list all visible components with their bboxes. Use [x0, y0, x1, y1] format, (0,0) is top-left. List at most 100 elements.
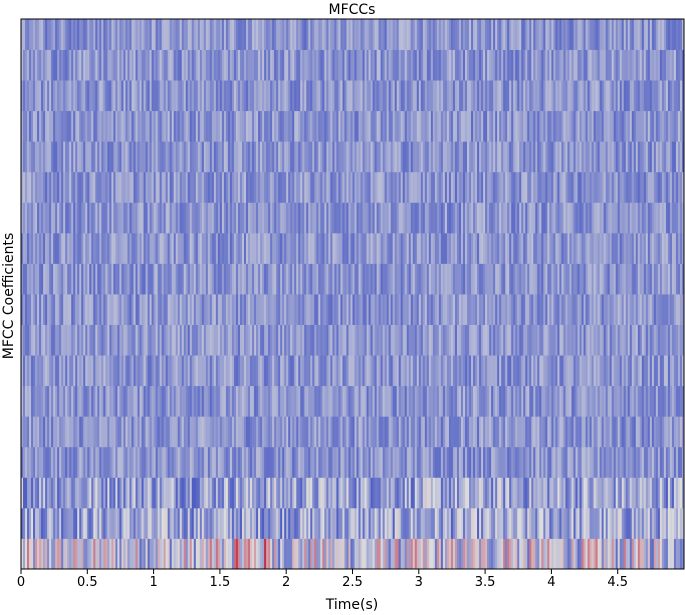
- heatmap-cell: [511, 507, 514, 539]
- heatmap-cell: [49, 446, 52, 478]
- heatmap-cell: [581, 141, 584, 173]
- heatmap-cell: [587, 355, 590, 387]
- heatmap-cell: [587, 477, 590, 509]
- heatmap-cell: [667, 263, 671, 295]
- heatmap-cell: [334, 324, 337, 356]
- heatmap-cell: [501, 110, 504, 142]
- heatmap-cell: [473, 141, 476, 173]
- heatmap-cell: [539, 446, 542, 478]
- heatmap-cell: [167, 324, 171, 356]
- heatmap-cell: [362, 538, 365, 570]
- heatmap-cell: [149, 507, 152, 539]
- heatmap-cell: [179, 538, 183, 570]
- heatmap-cell: [139, 294, 142, 325]
- heatmap-cell: [205, 171, 209, 203]
- heatmap-cell: [79, 80, 82, 112]
- heatmap-cell: [300, 232, 303, 264]
- heatmap-cell: [141, 324, 144, 356]
- heatmap-cell: [607, 538, 611, 570]
- heatmap-cell: [209, 141, 213, 173]
- heatmap-cell: [338, 324, 341, 356]
- heatmap-cell: [673, 416, 677, 448]
- heatmap-cell: [191, 171, 195, 203]
- heatmap-cell: [119, 324, 122, 356]
- heatmap-cell: [264, 294, 267, 325]
- heatmap-cell: [511, 477, 514, 509]
- heatmap-cell: [631, 477, 635, 509]
- heatmap-cell: [294, 232, 297, 264]
- heatmap-cell: [637, 507, 641, 539]
- heatmap-cell: [284, 110, 287, 142]
- heatmap-cell: [553, 507, 556, 539]
- heatmap-cell: [189, 232, 193, 264]
- heatmap-cell: [368, 538, 371, 570]
- heatmap-cell: [370, 385, 373, 417]
- heatmap-cell: [225, 416, 229, 448]
- heatmap-cell: [465, 232, 468, 264]
- heatmap-cell: [77, 355, 80, 387]
- heatmap-cell: [103, 171, 106, 203]
- heatmap-cell: [262, 507, 265, 539]
- heatmap-cell: [428, 294, 432, 325]
- heatmap-cell: [414, 110, 418, 142]
- heatmap-cell: [657, 141, 661, 173]
- heatmap-cell: [322, 232, 325, 264]
- heatmap-cell: [326, 507, 329, 539]
- heatmap-cell: [631, 202, 635, 234]
- heatmap-cell: [487, 385, 490, 417]
- heatmap-cell: [529, 446, 532, 478]
- heatmap-cell: [197, 416, 201, 448]
- heatmap-cell: [65, 202, 68, 234]
- heatmap-cell: [71, 80, 74, 112]
- heatmap-cell: [505, 507, 508, 539]
- heatmap-cell: [471, 477, 474, 509]
- heatmap-cell: [117, 202, 120, 234]
- heatmap-cell: [609, 538, 613, 570]
- heatmap-cell: [322, 110, 325, 142]
- heatmap-cell: [384, 263, 388, 295]
- heatmap-cell: [298, 202, 301, 234]
- heatmap-cell: [412, 232, 416, 264]
- heatmap-cell: [577, 141, 580, 173]
- heatmap-cell: [179, 294, 183, 325]
- heatmap-cell: [27, 538, 30, 570]
- heatmap-cell: [497, 110, 500, 142]
- heatmap-cell: [272, 446, 275, 478]
- heatmap-cell: [653, 507, 657, 539]
- heatmap-cell: [55, 538, 58, 570]
- heatmap-cell: [673, 141, 677, 173]
- heatmap-cell: [434, 507, 438, 539]
- heatmap-cell: [308, 263, 311, 295]
- heatmap-cell: [424, 324, 428, 356]
- heatmap-cell: [233, 477, 237, 509]
- heatmap-cell: [109, 263, 112, 295]
- heatmap-cell: [111, 416, 114, 448]
- heatmap-cell: [346, 538, 349, 570]
- heatmap-cell: [149, 385, 152, 417]
- heatmap-cell: [310, 385, 313, 417]
- heatmap-cell: [161, 294, 165, 325]
- heatmap-cell: [597, 110, 601, 142]
- heatmap-cell: [372, 507, 375, 539]
- heatmap-cell: [147, 141, 150, 173]
- heatmap-cell: [288, 416, 291, 448]
- heatmap-cell: [527, 110, 530, 142]
- heatmap-cell: [509, 110, 512, 142]
- heatmap-cell: [45, 141, 48, 173]
- heatmap-cell: [519, 538, 522, 570]
- heatmap-cell: [557, 263, 560, 295]
- heatmap-cell: [73, 324, 76, 356]
- heatmap-cell: [274, 110, 277, 142]
- heatmap-cell: [463, 263, 466, 295]
- heatmap-cell: [503, 171, 506, 203]
- heatmap-cell: [320, 294, 323, 325]
- heatmap-cell: [302, 538, 305, 570]
- heatmap-cell: [559, 141, 562, 173]
- heatmap-cell: [428, 171, 432, 203]
- heatmap-cell: [51, 171, 54, 203]
- heatmap-cell: [364, 141, 367, 173]
- heatmap-cell: [597, 324, 601, 356]
- heatmap-cell: [392, 538, 396, 570]
- heatmap-cell: [93, 324, 96, 356]
- heatmap-cell: [432, 171, 436, 203]
